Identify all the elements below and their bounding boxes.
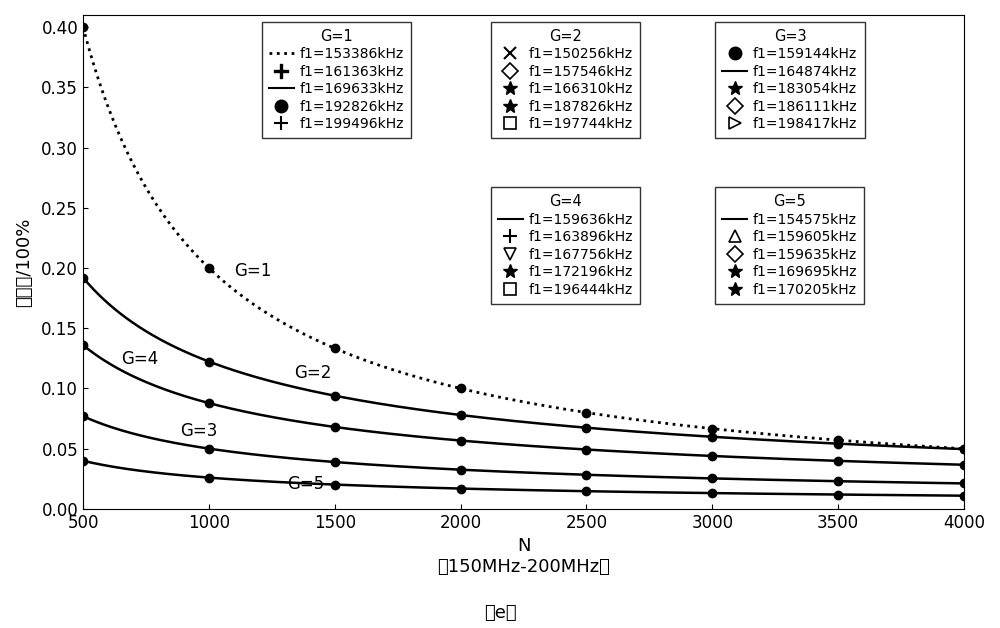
Text: G=2: G=2: [294, 364, 332, 382]
Legend: f1=154575kHz, f1=159605kHz, f1=159635kHz, f1=169695kHz, f1=170205kHz: f1=154575kHz, f1=159605kHz, f1=159635kHz…: [715, 187, 864, 304]
Text: G=4: G=4: [121, 350, 158, 368]
X-axis label: N: N: [517, 538, 530, 555]
Text: （e）: （e）: [484, 604, 516, 622]
Text: （150MHz-200MHz）: （150MHz-200MHz）: [437, 558, 610, 577]
Text: G=1: G=1: [234, 262, 271, 280]
Y-axis label: 虚警率/100%: 虚警率/100%: [15, 217, 33, 306]
Text: G=3: G=3: [180, 421, 217, 440]
Text: G=5: G=5: [287, 475, 324, 493]
